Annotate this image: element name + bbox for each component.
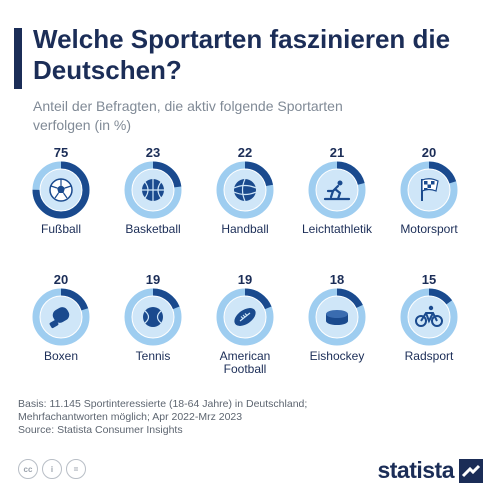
- data-label: 15: [421, 272, 437, 287]
- radial-gauge: [308, 288, 366, 346]
- category-label: Handball: [221, 222, 269, 236]
- chart-item: 22 Handball: [199, 145, 291, 236]
- radial-gauge: [32, 161, 90, 219]
- category-label: Leichtathletik: [301, 222, 373, 236]
- cc-icon[interactable]: cc: [18, 459, 38, 479]
- chart-item: 20 Boxen: [15, 272, 107, 363]
- footer-notes: Basis: 11.145 Sportinteressierte (18-64 …: [18, 398, 418, 437]
- category-label: American Football: [219, 349, 271, 376]
- attribution-icon[interactable]: i: [42, 459, 62, 479]
- handball-icon: [233, 178, 257, 202]
- boxing-glove-icon: [49, 307, 70, 329]
- data-label: 22: [237, 145, 253, 160]
- data-label: 18: [329, 272, 345, 287]
- title-accent-bar: [14, 28, 22, 89]
- basketball-icon: [142, 179, 164, 201]
- gauge-arc: [216, 288, 274, 346]
- data-label: 19: [237, 272, 253, 287]
- category-label: Motorsport: [400, 222, 458, 236]
- chart-item: 21 Leichtathletik: [291, 145, 383, 236]
- gauge-arc: [32, 288, 90, 346]
- no-derivatives-icon[interactable]: =: [66, 459, 86, 479]
- radial-chart-grid: 75 Fußball 23 Basketball 22 Handball 21 Lei…: [0, 145, 499, 390]
- radial-gauge: [216, 161, 274, 219]
- bicycle-icon: [415, 305, 443, 327]
- category-label: Tennis: [135, 349, 171, 363]
- chart-item: 18 Eishockey: [291, 272, 383, 363]
- page-title: Welche Sportarten faszinieren die Deutsc…: [33, 24, 451, 85]
- data-label: 21: [329, 145, 345, 160]
- data-label: 20: [53, 272, 69, 287]
- tennis-ball-icon: [143, 307, 163, 327]
- chart-item: 19 Tennis: [107, 272, 199, 363]
- radial-gauge: [216, 288, 274, 346]
- icon-backdrop: [408, 296, 450, 338]
- sprinter-icon: [323, 180, 351, 201]
- statista-logo[interactable]: statista: [377, 457, 483, 484]
- data-label: 20: [421, 145, 437, 160]
- data-label: 19: [145, 272, 161, 287]
- data-label: 75: [53, 145, 69, 160]
- page-subtitle: Anteil der Befragten, die aktiv folgende…: [33, 98, 343, 133]
- checkered-flag-icon: [421, 178, 439, 201]
- footer-source: Source: Statista Consumer Insights: [18, 424, 183, 436]
- radial-gauge: [124, 161, 182, 219]
- radial-gauge: [308, 161, 366, 219]
- radial-gauge: [32, 288, 90, 346]
- gauge-arc: [124, 288, 182, 346]
- chart-item: 23 Basketball: [107, 145, 199, 236]
- footer-basis-line-1: Basis: 11.145 Sportinteressierte (18-64 …: [18, 398, 308, 410]
- gauge-arc: [124, 161, 182, 219]
- chart-item: 19 American Football: [199, 272, 291, 376]
- radial-gauge: [400, 288, 458, 346]
- radial-gauge: [400, 161, 458, 219]
- chart-item: 20 Motorsport: [383, 145, 475, 236]
- category-label: Fußball: [40, 222, 81, 236]
- license-icons: cc i =: [18, 459, 86, 479]
- data-label: 23: [145, 145, 161, 160]
- gauge-arc: [32, 161, 90, 219]
- radial-gauge: [124, 288, 182, 346]
- footer-basis-line-2: Mehrfachantworten möglich; Apr 2022-Mrz …: [18, 411, 243, 423]
- category-label: Eishockey: [309, 349, 365, 363]
- category-label: Basketball: [125, 222, 181, 236]
- gauge-arc: [400, 161, 458, 219]
- brand-wordmark: statista: [377, 457, 454, 483]
- gauge-arc: [216, 161, 274, 219]
- gauge-arc: [308, 161, 366, 219]
- statista-logo-icon: [459, 458, 483, 483]
- hockey-puck-icon: [326, 310, 348, 325]
- soccer-ball-icon: [49, 178, 73, 202]
- category-label: Boxen: [43, 349, 79, 363]
- american-football-icon: [234, 308, 256, 326]
- category-label: Radsport: [404, 349, 454, 363]
- chart-item: 75 Fußball: [15, 145, 107, 236]
- chart-item: 15 Radsport: [383, 272, 475, 363]
- gauge-arc: [308, 288, 366, 346]
- gauge-arc: [400, 288, 458, 346]
